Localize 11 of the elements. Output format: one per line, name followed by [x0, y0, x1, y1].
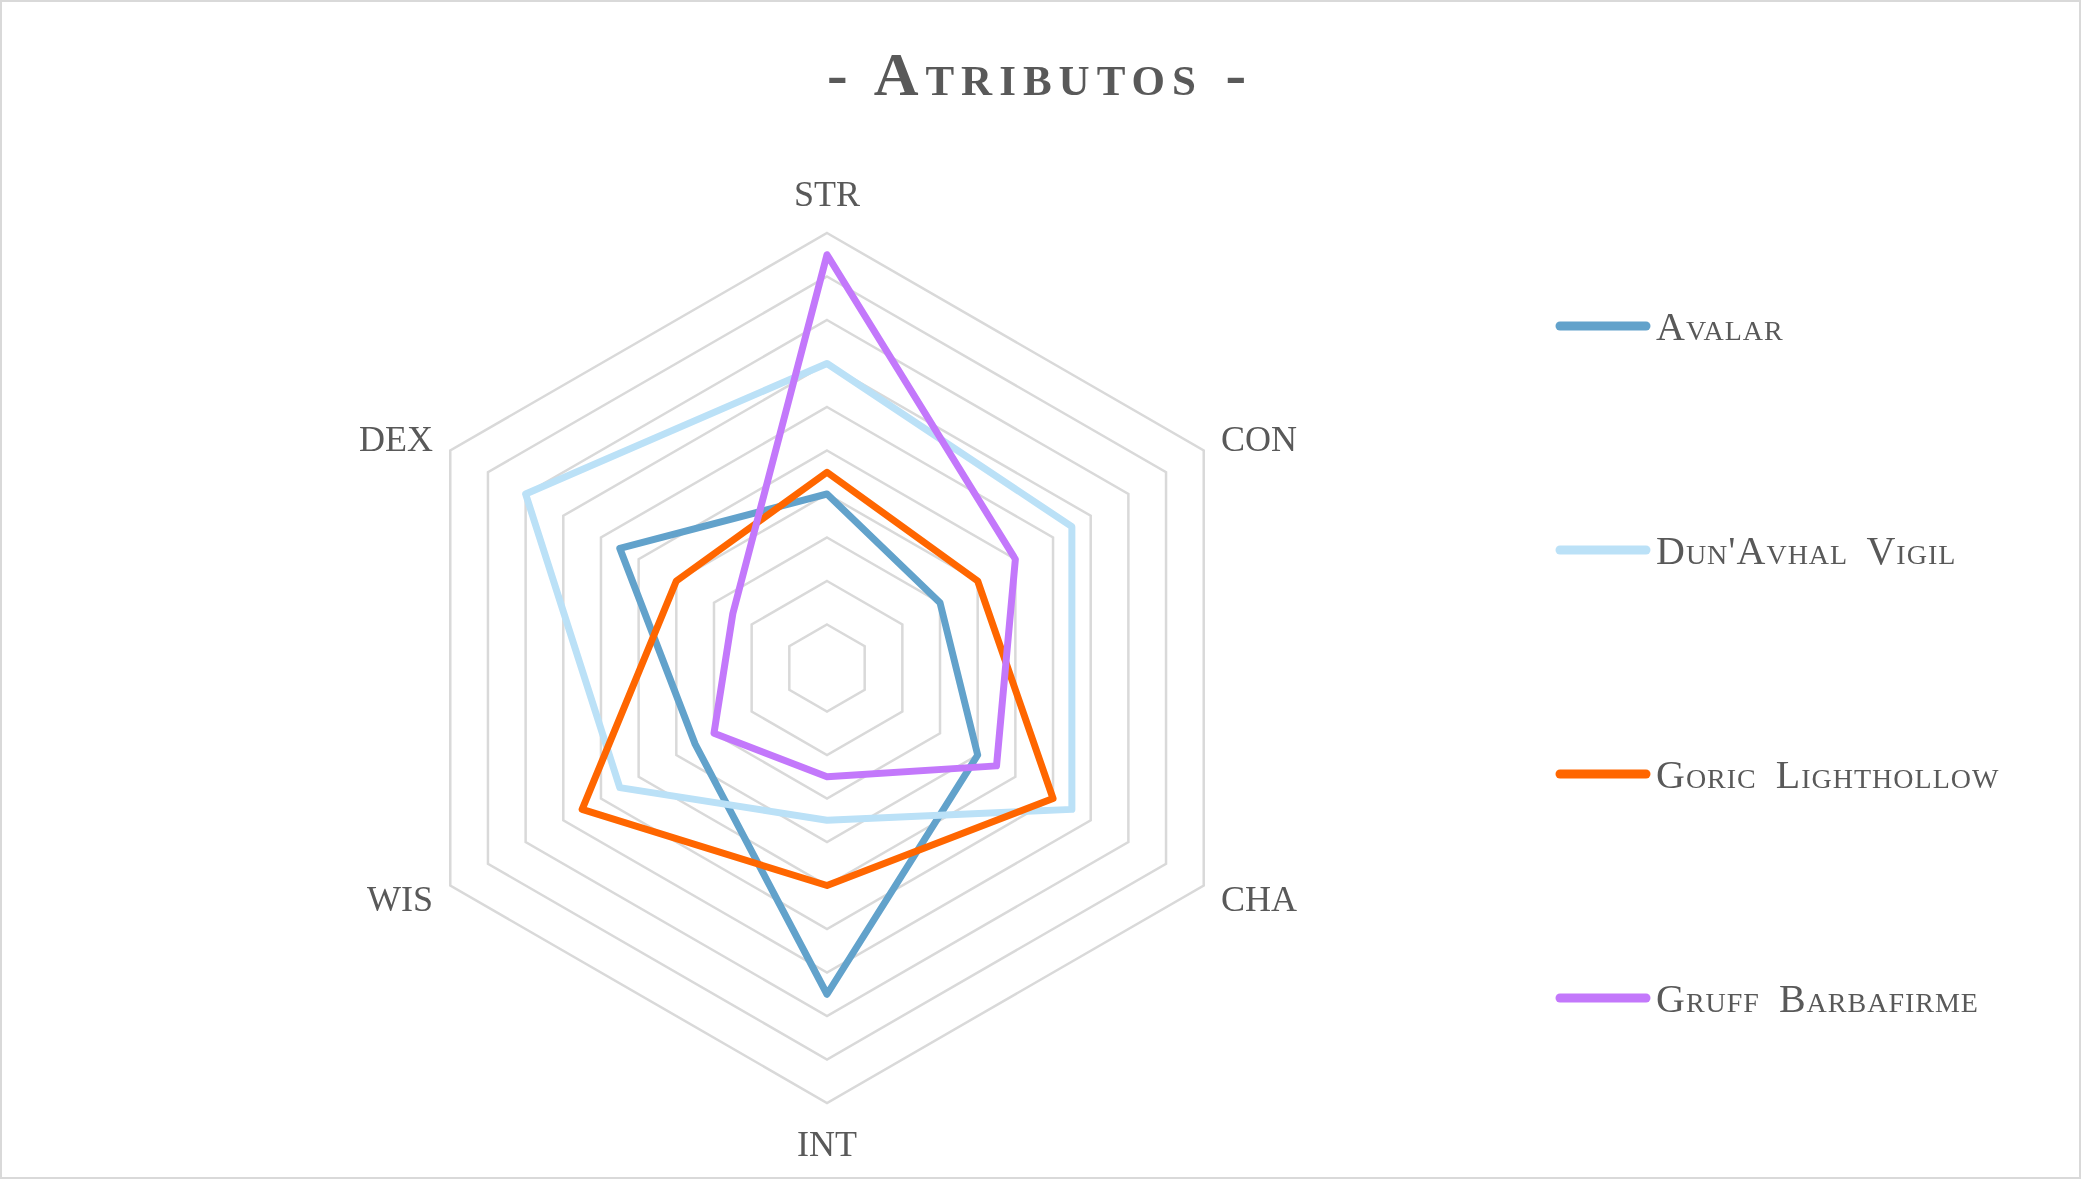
spoke-label: DEX	[358, 418, 433, 459]
spoke-label: CHA	[1221, 878, 1298, 919]
legend-label: Avalar	[1656, 304, 1784, 349]
legend-label: Gruff Barbafirme	[1656, 976, 1979, 1021]
spoke-label: WIS	[366, 878, 433, 919]
spoke-label: STR	[793, 173, 861, 214]
spoke-label: CON	[1221, 418, 1298, 459]
chart-title: - Atributos -	[826, 40, 1254, 108]
spoke-label: INT	[797, 1123, 857, 1164]
legend-label: Goric Lighthollow	[1656, 752, 2000, 797]
legend-label: Dun'Avhal Vigil	[1656, 528, 1957, 573]
